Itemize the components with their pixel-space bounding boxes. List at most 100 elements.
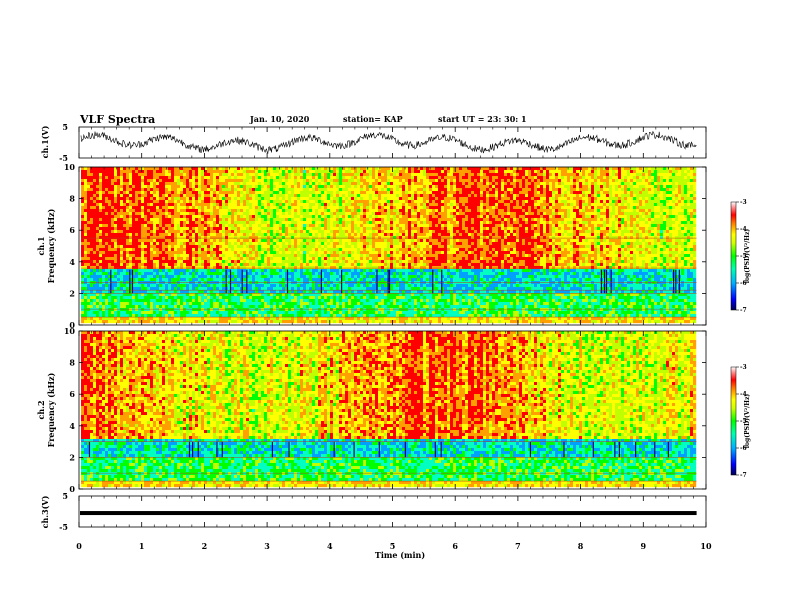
spectrogram-cell <box>234 236 238 240</box>
spectrogram-cell <box>279 314 283 318</box>
spectrogram-cell <box>198 272 202 276</box>
spectrogram-cell <box>234 242 238 246</box>
spectrogram-cell <box>126 248 130 252</box>
spectrogram-cell <box>87 191 91 195</box>
spectrogram-cell <box>159 269 163 273</box>
spectrogram-cell <box>93 173 97 177</box>
spectrogram-cell <box>162 263 166 267</box>
spectrogram-cell <box>288 242 292 246</box>
spectrogram-cell <box>120 245 124 249</box>
spectrogram-cell <box>342 302 346 306</box>
spectrogram-cell <box>330 173 334 177</box>
spectrogram-cell <box>183 245 187 249</box>
spectrogram-cell <box>363 302 367 306</box>
spectrogram-cell <box>180 203 184 207</box>
spectrogram-cell <box>183 275 187 279</box>
spectrogram-cell <box>174 173 178 177</box>
spectrogram-cell <box>117 320 121 324</box>
spectrogram-cell <box>174 269 178 273</box>
spectrogram-cell <box>204 311 208 315</box>
spectrogram-cell <box>177 200 181 204</box>
spectrogram-cell <box>153 287 157 291</box>
spectrogram-cell <box>159 314 163 318</box>
spectrogram-cell <box>273 239 277 243</box>
spectrogram-cell <box>306 191 310 195</box>
spectrogram-cell <box>234 263 238 267</box>
spectrogram-cell <box>258 242 262 246</box>
spectrogram-cell <box>195 218 199 222</box>
spectrogram-cell <box>153 206 157 210</box>
spectrogram-cell <box>312 176 316 180</box>
spectrogram-cell <box>174 248 178 252</box>
spectrogram-cell <box>228 188 232 192</box>
spectrogram-cell <box>354 287 358 291</box>
spectrogram-cell <box>261 275 265 279</box>
spectrogram-cell <box>123 230 127 234</box>
spectrogram-cell <box>303 233 307 237</box>
spectrogram-cell <box>264 191 268 195</box>
spectrogram-cell <box>324 254 328 258</box>
spectrogram-cell <box>261 260 265 264</box>
spectrogram-cell <box>366 263 370 267</box>
spectrogram-cell <box>81 215 85 219</box>
spectrogram-cell <box>213 185 217 189</box>
spectrogram-cell <box>93 176 97 180</box>
spectrogram-cell <box>351 224 355 228</box>
spectrogram-cell <box>96 299 100 303</box>
spectrogram-cell <box>291 188 295 192</box>
spectrogram-cell <box>312 182 316 186</box>
spectrogram-cell <box>243 308 247 312</box>
spectrogram-cell <box>291 179 295 183</box>
spectrogram-cell <box>150 254 154 258</box>
spectrogram-cell <box>195 305 199 309</box>
spectrogram-cell <box>225 221 229 225</box>
spectrogram-cell <box>234 167 238 171</box>
spectrogram-cell <box>354 278 358 282</box>
spectrogram-cell <box>354 293 358 297</box>
spectrogram-cell <box>279 248 283 252</box>
spectrogram-cell <box>252 269 256 273</box>
spectrogram-cell <box>216 200 220 204</box>
spectrogram-cell <box>231 230 235 234</box>
spectrogram-cell <box>111 212 115 216</box>
spectrogram-cell <box>198 269 202 273</box>
spectrogram-cell <box>141 212 145 216</box>
spectrogram-cell <box>273 314 277 318</box>
spectrogram-cell <box>345 242 349 246</box>
spectrogram-cell <box>318 311 322 315</box>
spectrogram-cell <box>285 230 289 234</box>
spectrogram-cell <box>138 284 142 288</box>
spectrogram-cell <box>237 263 241 267</box>
spectrogram-cell <box>138 176 142 180</box>
spectrogram-cell <box>366 173 370 177</box>
spectrogram-cell <box>177 194 181 198</box>
spectrogram-cell <box>108 275 112 279</box>
spectrogram-cell <box>243 224 247 228</box>
spectrogram-cell <box>231 239 235 243</box>
spectrogram-cell <box>348 245 352 249</box>
spectrogram-cell <box>354 308 358 312</box>
spectrogram-cell <box>195 275 199 279</box>
spectrogram-cell <box>285 239 289 243</box>
spectrogram-cell <box>183 212 187 216</box>
spectrogram-cell <box>105 173 109 177</box>
spectrogram-cell <box>273 191 277 195</box>
spectrogram-cell <box>123 269 127 273</box>
spectrogram-cell <box>147 260 151 264</box>
spectrogram-cell <box>141 296 145 300</box>
spectrogram-cell <box>225 212 229 216</box>
spectrogram-cell <box>171 263 175 267</box>
spectrogram-cell <box>231 248 235 252</box>
spectrogram-cell <box>327 167 331 171</box>
spectrogram-cell <box>267 176 271 180</box>
spectrogram-cell <box>264 188 268 192</box>
spectrogram-cell <box>102 221 106 225</box>
spectrogram-cell <box>270 254 274 258</box>
spectrogram-cell <box>321 173 325 177</box>
spectrogram-cell <box>186 296 190 300</box>
spectrogram-cell <box>318 299 322 303</box>
spectrogram-cell <box>219 170 223 174</box>
spectrogram-cell <box>231 203 235 207</box>
spectrogram-cell <box>150 248 154 252</box>
spectrogram-cell <box>270 257 274 261</box>
